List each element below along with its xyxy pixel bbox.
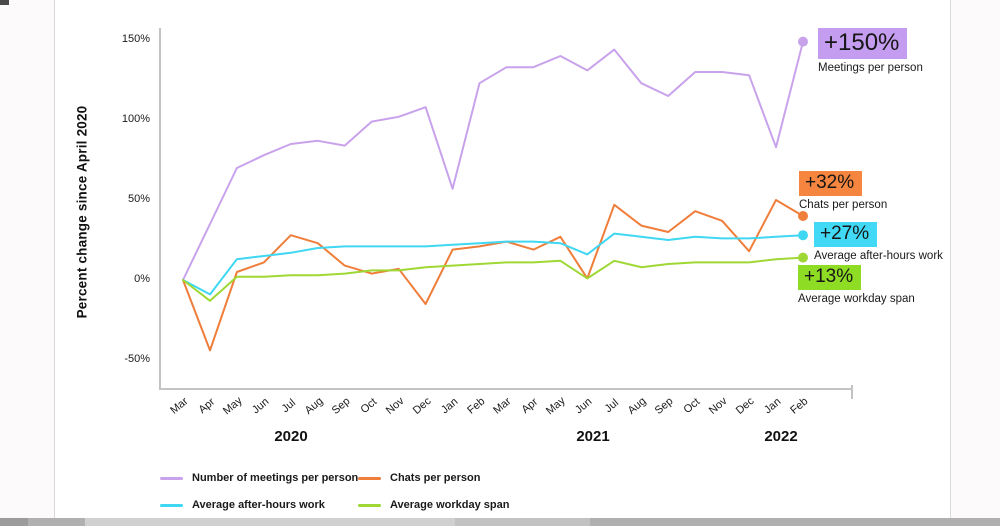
y-tick-100-: 100% xyxy=(121,113,150,125)
callout-afterhours: +27% Average after-hours work xyxy=(814,222,943,262)
legend-label-chats-per-person: Chats per person xyxy=(390,472,481,484)
callout-meetings-label: Meetings per person xyxy=(818,61,923,74)
callout-afterhours-label: Average after-hours work xyxy=(814,249,943,262)
y-axis-line xyxy=(159,28,161,389)
year-label-2022: 2022 xyxy=(764,428,798,445)
callout-chats-value: +32% xyxy=(799,171,863,196)
legend-label-average-after-hours-work: Average after-hours work xyxy=(192,499,325,511)
bottom-edge-segment xyxy=(455,518,590,526)
legend-swatch-chats-per-person xyxy=(358,477,381,480)
legend-swatch-number-of-meetings-per-person xyxy=(160,477,183,480)
legend-swatch-average-after-hours-work xyxy=(160,504,183,507)
series-endpoint-average-after-hours-work xyxy=(798,230,808,241)
bottom-edge-bar xyxy=(0,518,1000,526)
callout-meetings: +150% Meetings per person xyxy=(818,28,923,74)
y-tick-50-: 50% xyxy=(127,193,150,205)
y-tick--50-: -50% xyxy=(124,353,150,365)
legend-swatch-average-workday-span xyxy=(358,504,381,507)
left-margin-strip xyxy=(0,0,55,526)
y-tick-0-: 0% xyxy=(134,273,150,285)
series-line-number-of-meetings-per-person xyxy=(182,40,804,281)
x-axis-end-tick xyxy=(851,385,853,399)
callout-meetings-value: +150% xyxy=(818,28,908,59)
x-axis-line xyxy=(159,388,853,390)
series-line-chats-per-person xyxy=(182,199,804,352)
series-line-average-after-hours-work xyxy=(182,232,804,296)
bottom-edge-segment xyxy=(0,518,28,526)
callout-workday-label: Average workday span xyxy=(798,292,915,305)
callout-chats-label: Chats per person xyxy=(799,198,888,211)
callout-afterhours-value: +27% xyxy=(814,222,878,247)
year-label-2020: 2020 xyxy=(274,428,308,445)
year-label-2021: 2021 xyxy=(576,428,610,445)
y-tick-150-: 150% xyxy=(121,33,150,45)
callout-chats: +32% Chats per person xyxy=(799,171,887,211)
series-endpoint-chats-per-person xyxy=(798,211,808,221)
bottom-edge-segment xyxy=(85,518,455,526)
right-margin-strip xyxy=(950,0,1000,526)
legend-label-number-of-meetings-per-person: Number of meetings per person xyxy=(192,472,359,484)
legend-label-average-workday-span: Average workday span xyxy=(390,499,510,511)
series-endpoint-average-workday-span xyxy=(798,252,808,263)
callout-workday: +13% Average workday span xyxy=(798,265,915,305)
series-endpoint-number-of-meetings-per-person xyxy=(798,36,808,47)
callout-workday-value: +13% xyxy=(798,265,862,290)
series-line-average-workday-span xyxy=(182,256,804,302)
corner-mark xyxy=(0,0,9,5)
